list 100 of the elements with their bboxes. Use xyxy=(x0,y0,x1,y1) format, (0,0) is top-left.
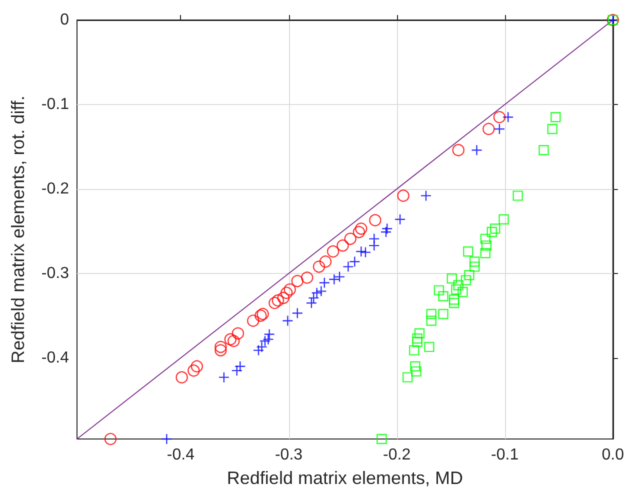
point xyxy=(538,144,549,156)
point xyxy=(356,246,367,258)
x-tick-label: -0.1 xyxy=(491,446,519,464)
x-tick-label: -0.2 xyxy=(383,446,411,464)
point xyxy=(380,226,392,238)
point xyxy=(308,292,320,304)
y-tick-label: -0.3 xyxy=(41,264,70,282)
point xyxy=(494,123,506,135)
point xyxy=(482,122,495,136)
y-tick-label: -0.1 xyxy=(41,96,70,113)
point xyxy=(355,222,368,235)
x-tick-label: 0.0 xyxy=(602,446,624,464)
y-axis-title: Redfield matrix elements, rot. diff. xyxy=(8,96,28,364)
point xyxy=(438,291,448,302)
point xyxy=(512,190,523,201)
point xyxy=(452,144,464,156)
point xyxy=(480,248,490,258)
point xyxy=(344,232,356,245)
point xyxy=(426,308,436,320)
x-tick-label: -0.3 xyxy=(274,446,303,464)
y-tick-label: -0.4 xyxy=(41,349,70,366)
point xyxy=(502,112,514,123)
point xyxy=(498,214,509,224)
point xyxy=(381,223,393,234)
point xyxy=(280,286,293,299)
point xyxy=(550,112,561,122)
point xyxy=(402,372,413,382)
point xyxy=(458,286,468,298)
point xyxy=(176,371,188,384)
point xyxy=(460,275,472,286)
point xyxy=(312,260,326,273)
point xyxy=(218,372,230,383)
x-tick-label: -0.4 xyxy=(166,446,195,464)
point xyxy=(369,214,382,226)
point xyxy=(394,214,406,225)
point xyxy=(446,273,457,284)
point xyxy=(292,308,303,319)
point xyxy=(438,308,448,320)
point xyxy=(214,344,227,356)
point xyxy=(481,240,492,251)
y-tick-label: -0.2 xyxy=(41,180,70,198)
point xyxy=(464,270,474,280)
point xyxy=(411,366,422,377)
point xyxy=(284,283,296,296)
point xyxy=(426,316,436,326)
point xyxy=(247,314,260,327)
point xyxy=(471,144,482,156)
point xyxy=(319,256,332,268)
point xyxy=(352,226,366,238)
point xyxy=(268,296,281,310)
point xyxy=(291,274,304,288)
point xyxy=(463,246,474,257)
point xyxy=(228,334,240,348)
point xyxy=(469,262,480,272)
point xyxy=(420,190,432,202)
point xyxy=(486,226,497,238)
point xyxy=(547,124,558,134)
point xyxy=(334,271,346,282)
point xyxy=(376,434,387,444)
point xyxy=(490,224,500,234)
point xyxy=(360,246,372,258)
point xyxy=(410,361,420,372)
y-tick-label: 0 xyxy=(60,12,70,28)
point xyxy=(408,345,420,356)
point xyxy=(316,286,327,297)
point xyxy=(318,277,330,288)
point xyxy=(368,240,380,252)
point xyxy=(434,285,444,296)
point xyxy=(326,245,340,258)
point xyxy=(412,336,422,347)
point xyxy=(311,287,322,298)
point xyxy=(301,272,314,284)
point xyxy=(190,360,204,372)
point xyxy=(328,274,340,285)
point xyxy=(349,256,360,268)
x-axis-title: Redfield matrix elements, MD xyxy=(226,468,463,488)
point xyxy=(188,364,200,377)
point xyxy=(231,364,242,376)
point xyxy=(252,344,264,356)
point xyxy=(448,298,460,308)
point xyxy=(336,239,349,252)
point xyxy=(493,111,506,124)
point xyxy=(256,341,268,353)
point xyxy=(412,333,422,344)
point xyxy=(104,432,117,446)
point xyxy=(277,292,290,304)
point xyxy=(232,327,244,340)
point xyxy=(214,340,227,354)
point xyxy=(424,342,434,352)
point xyxy=(234,360,246,372)
point xyxy=(282,315,294,326)
point xyxy=(397,190,410,202)
point xyxy=(264,328,275,340)
point xyxy=(224,333,237,346)
point xyxy=(414,328,425,339)
point xyxy=(469,256,480,267)
point xyxy=(448,294,460,305)
point xyxy=(161,433,172,445)
point xyxy=(259,335,271,347)
point xyxy=(306,297,318,309)
